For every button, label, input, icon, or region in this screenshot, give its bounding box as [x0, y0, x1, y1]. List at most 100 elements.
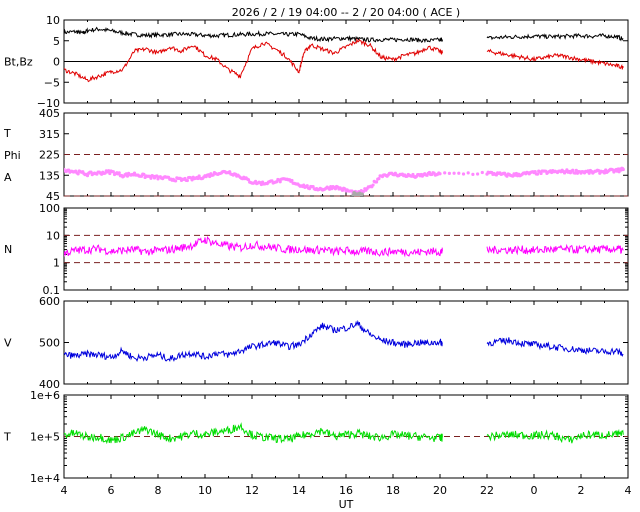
y-tick-label: 600 — [39, 295, 60, 308]
x-axis-tick-labels: 4 6 8 10 12 14 16 18 20 22 0 2 4 — [61, 484, 632, 497]
y-tick-label: 225 — [39, 149, 60, 162]
x-tick-label: 16 — [339, 484, 353, 497]
x-axis-label: UT — [339, 498, 354, 511]
data-point — [108, 171, 112, 176]
panel-label: V — [4, 337, 12, 350]
data-point — [533, 169, 537, 174]
series-line — [486, 337, 624, 357]
data-point — [117, 171, 121, 175]
data-point — [290, 178, 294, 183]
x-tick-label: 8 — [155, 484, 162, 497]
y-tick-label: 1 — [53, 257, 60, 270]
data-point — [621, 167, 625, 172]
series-group — [64, 319, 624, 362]
data-point — [174, 179, 178, 183]
data-point — [573, 171, 577, 175]
x-tick-label: 12 — [245, 484, 259, 497]
data-point — [571, 168, 575, 172]
x-tick-label: 18 — [386, 484, 400, 497]
panel-speed: 600 500 400 V — [4, 295, 629, 391]
x-tick-label: 14 — [292, 484, 306, 497]
data-point — [211, 173, 215, 177]
series-line — [486, 243, 624, 256]
series-line — [486, 428, 624, 444]
data-point — [76, 172, 80, 176]
y-tick-label: 135 — [39, 169, 60, 182]
series-line — [486, 32, 624, 42]
series-group — [64, 422, 624, 445]
y-tick-label: 315 — [39, 128, 60, 141]
series-group — [64, 166, 625, 196]
data-point — [471, 172, 475, 176]
y-tick-label: 5 — [53, 35, 60, 48]
series-line — [64, 26, 443, 44]
y-tick-label: 405 — [39, 107, 60, 120]
data-point — [85, 173, 90, 178]
y-tick-label: 400 — [39, 378, 60, 391]
chart-panels: 1050−5−10Bt,Bz40531522513545TPhiA1001010… — [3, 14, 629, 485]
x-tick-label: 0 — [531, 484, 538, 497]
data-point — [360, 192, 365, 196]
panel-mag: 10 5 0 −5 −10 Bt,Bz — [4, 14, 629, 110]
x-tick-label: 4 — [61, 484, 68, 497]
y-tick-label: 0.1 — [43, 284, 61, 297]
panel-density: 100 10 1 0.1 N — [4, 202, 629, 297]
chart-title: 2026 / 2 / 19 04:00 -- 2 / 20 04:00 ( AC… — [232, 6, 460, 19]
series-line — [64, 422, 443, 445]
y-tick-label: 1e+6 — [30, 389, 60, 402]
data-point — [443, 171, 447, 175]
panel-label: T — [3, 431, 11, 444]
y-tick-label: 500 — [39, 337, 60, 350]
data-point — [374, 180, 379, 184]
y-tick-label: 10 — [46, 229, 60, 242]
data-point — [305, 184, 309, 188]
data-point — [447, 171, 451, 175]
data-point — [604, 168, 608, 172]
data-point — [142, 172, 146, 176]
data-point — [476, 172, 480, 176]
series-line — [64, 38, 443, 83]
data-point — [278, 180, 282, 184]
data-point — [539, 171, 543, 176]
panel-label: Bt,Bz — [4, 56, 33, 69]
x-tick-label: 6 — [108, 484, 115, 497]
data-point — [466, 171, 470, 175]
y-tick-label: 45 — [46, 190, 60, 203]
x-tick-label: 2 — [578, 484, 585, 497]
data-point — [107, 169, 111, 173]
y-tick-label: 10 — [46, 14, 60, 27]
panel-phi: 405 315 225 135 45 T Phi A — [3, 107, 629, 203]
x-tick-label: 22 — [480, 484, 494, 497]
data-point — [457, 171, 461, 175]
panel-label: Phi — [4, 149, 21, 162]
data-point — [461, 172, 466, 176]
x-tick-label: 20 — [433, 484, 447, 497]
series-line — [486, 48, 624, 70]
series-group — [64, 26, 624, 83]
data-point — [452, 171, 456, 175]
data-point — [480, 170, 484, 175]
data-point — [111, 170, 115, 174]
y-tick-label: 100 — [39, 202, 60, 215]
data-point — [586, 169, 590, 173]
data-point — [438, 172, 442, 176]
panel-label: A — [4, 171, 12, 184]
series-line — [64, 235, 443, 258]
data-point — [617, 170, 621, 174]
y-tick-label: 0 — [53, 56, 60, 69]
data-point — [246, 178, 251, 182]
panel-temp: 1e+6 1e+5 1e+4 T — [3, 389, 629, 485]
data-point — [149, 176, 153, 180]
data-point — [535, 172, 540, 176]
y-tick-label: −5 — [44, 76, 60, 89]
data-point — [371, 183, 375, 187]
data-point — [196, 176, 200, 181]
y-tick-label: 1e+5 — [30, 431, 60, 444]
data-point — [89, 170, 93, 174]
data-point — [185, 178, 189, 183]
data-point — [587, 171, 591, 175]
panel-label: T — [3, 127, 11, 140]
series-group — [64, 235, 624, 258]
data-point — [377, 177, 381, 181]
